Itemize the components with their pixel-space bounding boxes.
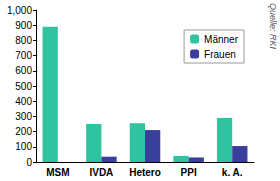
svg-text:1,000: 1,000 (7, 5, 32, 16)
svg-text:MSM: MSM (46, 167, 69, 178)
svg-text:PPI: PPI (181, 167, 197, 178)
svg-text:800: 800 (15, 35, 32, 46)
svg-text:0: 0 (26, 157, 32, 168)
svg-text:600: 600 (15, 65, 32, 76)
svg-text:Männer: Männer (204, 34, 239, 45)
svg-text:300: 300 (15, 111, 32, 122)
svg-text:200: 200 (15, 126, 32, 137)
svg-text:700: 700 (15, 50, 32, 61)
svg-text:100: 100 (15, 141, 32, 152)
svg-text:400: 400 (15, 96, 32, 107)
svg-text:Frauen: Frauen (204, 49, 236, 60)
svg-text:Hetero: Hetero (129, 167, 161, 178)
svg-text:Quelle: RKI: Quelle: RKI (268, 3, 278, 50)
svg-text:k. A.: k. A. (222, 167, 243, 178)
svg-text:IVDA: IVDA (89, 167, 113, 178)
svg-text:500: 500 (15, 81, 32, 92)
svg-text:900: 900 (15, 20, 32, 31)
